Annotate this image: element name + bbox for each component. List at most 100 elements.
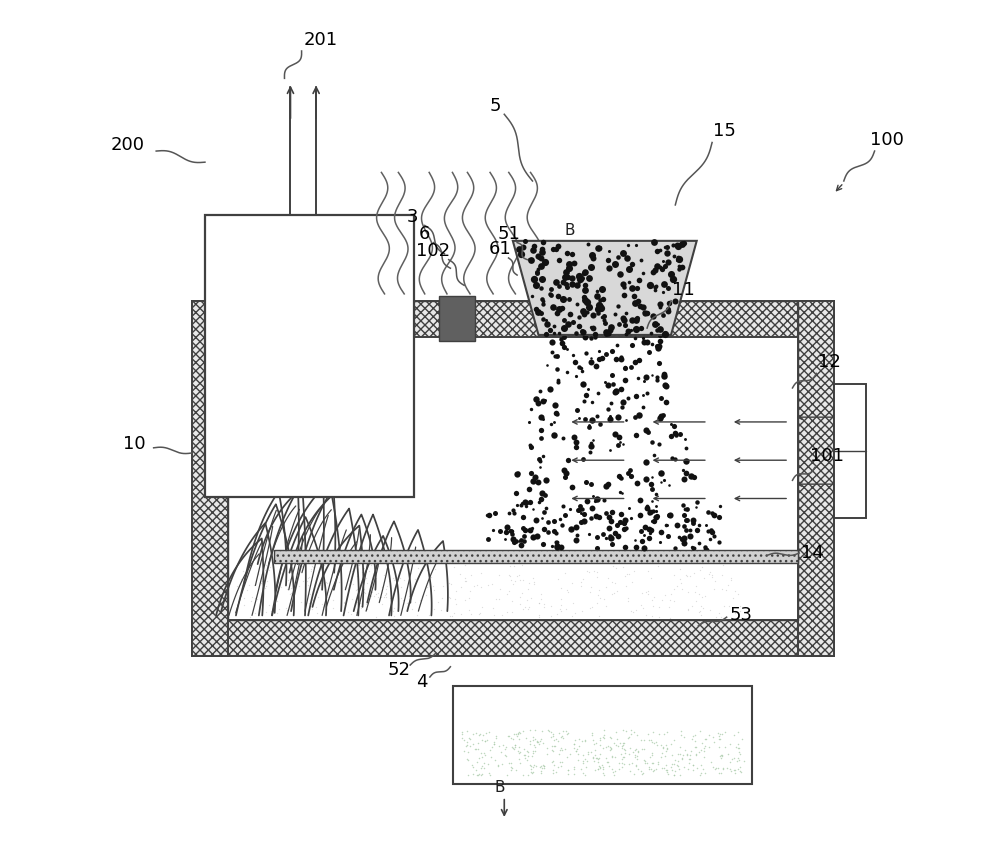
Point — [385, 604, 401, 618]
Point — [591, 751, 607, 764]
Point — [557, 470, 573, 484]
Point — [576, 307, 592, 321]
Point — [619, 251, 635, 265]
Point — [670, 754, 686, 768]
Point — [468, 726, 484, 740]
Point — [546, 523, 562, 537]
Point — [688, 594, 704, 607]
Point — [688, 579, 704, 593]
Point — [246, 578, 262, 592]
Point — [460, 745, 476, 758]
Point — [567, 607, 583, 620]
Point — [584, 601, 600, 614]
Point — [670, 251, 686, 264]
Point — [459, 738, 475, 752]
Point — [596, 731, 612, 745]
Point — [661, 296, 677, 310]
Point — [688, 748, 704, 762]
Point — [574, 503, 590, 517]
Point — [513, 498, 529, 512]
Point — [663, 429, 679, 443]
Point — [474, 734, 490, 747]
Point — [515, 768, 531, 782]
Point — [640, 565, 656, 578]
Point — [373, 590, 389, 604]
Point — [433, 603, 449, 617]
Point — [639, 335, 655, 348]
Point — [600, 755, 616, 769]
Point — [559, 583, 575, 597]
Point — [638, 607, 654, 621]
Point — [358, 571, 374, 585]
Point — [599, 755, 615, 769]
Point — [546, 319, 562, 333]
Point — [678, 441, 694, 455]
Point — [602, 443, 618, 456]
Point — [573, 575, 589, 589]
Point — [653, 391, 669, 405]
Point — [667, 426, 683, 440]
Point — [630, 371, 646, 384]
Point — [658, 744, 674, 758]
Point — [536, 600, 552, 613]
Point — [601, 521, 617, 535]
Point — [528, 302, 544, 316]
Point — [533, 410, 549, 424]
Point — [473, 761, 489, 775]
Point — [658, 395, 674, 408]
Point — [616, 742, 632, 756]
Point — [459, 734, 475, 748]
Point — [652, 300, 668, 314]
Text: B: B — [494, 780, 505, 795]
Point — [233, 571, 249, 585]
Point — [378, 589, 394, 603]
Point — [526, 239, 542, 252]
Point — [660, 305, 676, 318]
Point — [549, 539, 565, 553]
Point — [261, 563, 277, 577]
Point — [687, 734, 703, 748]
Point — [650, 317, 666, 330]
Point — [568, 369, 584, 383]
Point — [620, 595, 636, 608]
Point — [559, 727, 575, 740]
Text: B: B — [564, 223, 575, 238]
Point — [625, 746, 641, 759]
Point — [590, 302, 606, 316]
Point — [427, 562, 443, 576]
Point — [632, 508, 648, 522]
Point — [539, 747, 555, 761]
Point — [644, 609, 660, 623]
Point — [730, 741, 746, 755]
Point — [639, 387, 655, 401]
Point — [591, 583, 607, 596]
Point — [711, 766, 727, 780]
Point — [736, 754, 752, 768]
Point — [648, 280, 664, 293]
Point — [527, 733, 543, 746]
Point — [650, 755, 666, 769]
Point — [618, 724, 634, 738]
Point — [662, 508, 678, 522]
Point — [591, 511, 607, 524]
Point — [258, 605, 274, 619]
Point — [660, 255, 676, 269]
Point — [575, 753, 591, 767]
Point — [616, 516, 632, 529]
Point — [674, 751, 690, 764]
Point — [461, 603, 477, 617]
Point — [569, 278, 585, 292]
Point — [579, 295, 595, 309]
Point — [588, 752, 604, 765]
Point — [720, 747, 736, 761]
Point — [575, 766, 591, 780]
Point — [315, 600, 331, 613]
Point — [615, 277, 631, 291]
Point — [618, 327, 634, 341]
Point — [598, 599, 614, 613]
Point — [685, 517, 701, 530]
Point — [550, 239, 566, 252]
Point — [663, 588, 679, 601]
Point — [646, 589, 662, 603]
Point — [659, 765, 675, 779]
